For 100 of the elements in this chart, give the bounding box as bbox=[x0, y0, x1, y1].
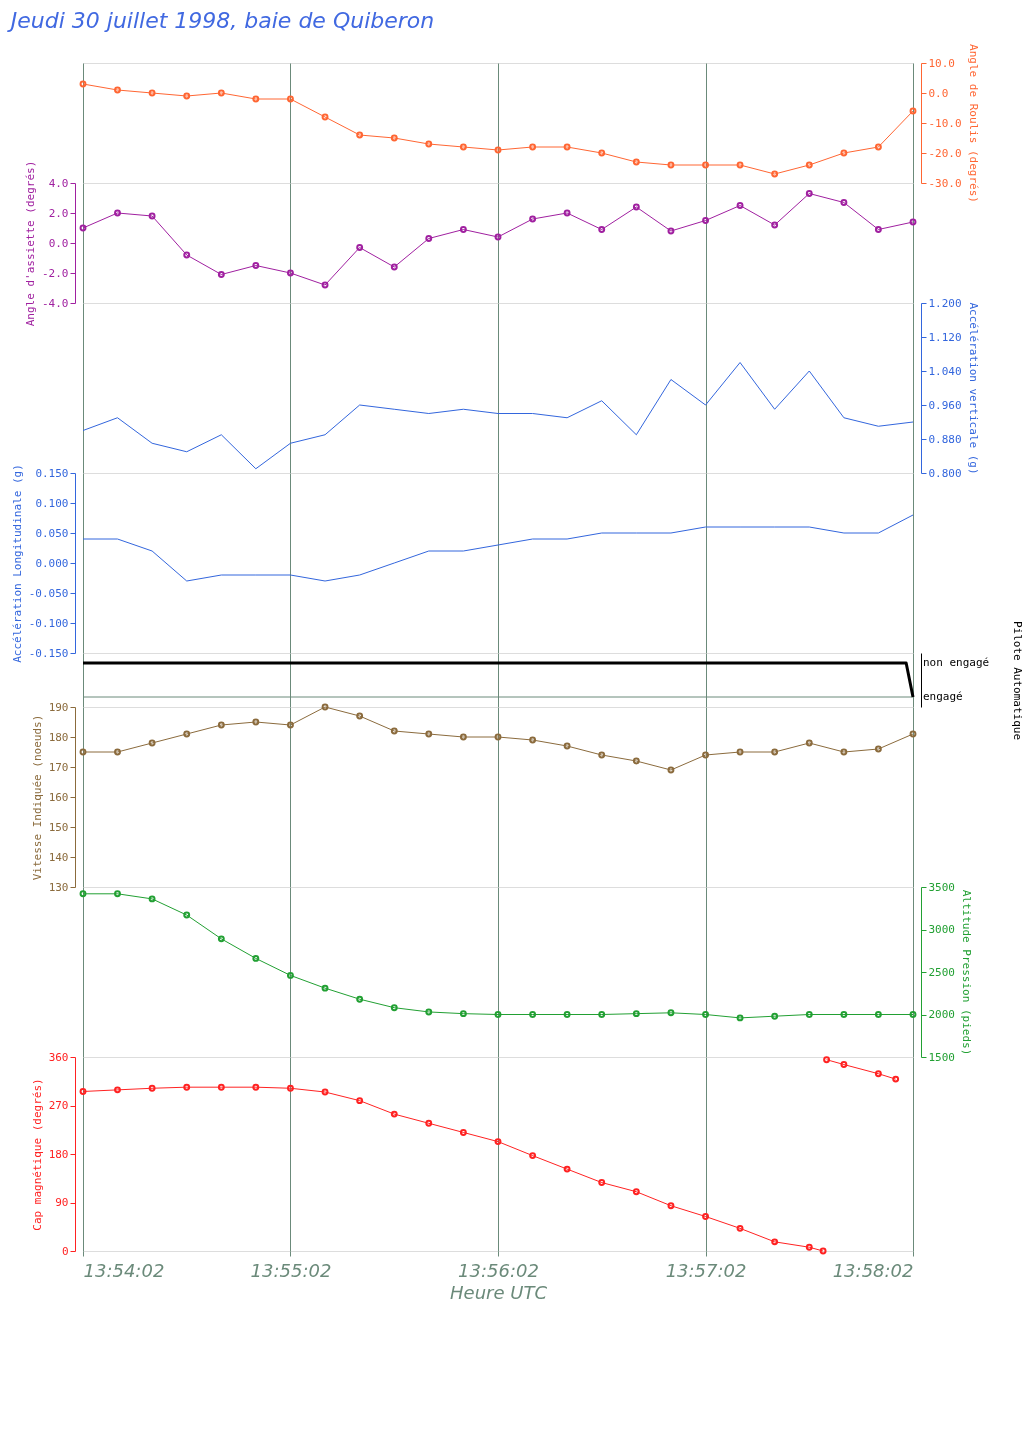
y-tick-label: 0.800 bbox=[928, 466, 962, 480]
y-tick-label: 3000 bbox=[928, 923, 955, 936]
point bbox=[390, 1004, 398, 1012]
y-tick-label: -4.0 bbox=[42, 296, 69, 310]
x-tick-label: 13:55:02 bbox=[250, 1259, 332, 1281]
point bbox=[183, 92, 191, 100]
y-tick-label: 180 bbox=[48, 730, 69, 744]
y-tick-label: 1.120 bbox=[928, 330, 962, 344]
y-tick-label: 0.150 bbox=[35, 466, 69, 480]
point bbox=[805, 1011, 813, 1018]
y-tick-label: 2500 bbox=[928, 965, 955, 979]
point bbox=[840, 1011, 848, 1018]
point bbox=[494, 733, 502, 741]
point bbox=[840, 748, 848, 756]
point bbox=[356, 712, 364, 720]
point bbox=[632, 757, 640, 765]
y-tick-label: 2000 bbox=[928, 1008, 955, 1021]
x-tick-label: 13:57:02 bbox=[665, 1259, 747, 1281]
point bbox=[529, 1011, 537, 1018]
y-tick-label: 1500 bbox=[928, 1050, 955, 1064]
point bbox=[771, 1012, 779, 1020]
point bbox=[874, 745, 882, 753]
y-axis-title: Angle d'assiette (degrés) bbox=[24, 160, 38, 327]
point bbox=[667, 227, 675, 235]
point bbox=[390, 727, 398, 735]
y-tick-label: -0.100 bbox=[28, 616, 69, 630]
point bbox=[667, 161, 675, 169]
x-tick-label: 13:54:02 bbox=[83, 1259, 165, 1281]
y-tick-label: 270 bbox=[48, 1099, 69, 1112]
y-tick-label: 140 bbox=[48, 850, 69, 864]
point bbox=[563, 742, 571, 750]
point bbox=[632, 203, 640, 211]
text: engagé bbox=[923, 690, 963, 703]
point bbox=[459, 1010, 467, 1018]
point bbox=[771, 748, 779, 756]
line-series bbox=[82, 362, 914, 470]
y-tick-label: 130 bbox=[48, 880, 69, 894]
point bbox=[425, 730, 433, 738]
y-tick-label: 150 bbox=[48, 820, 69, 834]
y-tick-label: 1.200 bbox=[928, 296, 962, 310]
point bbox=[114, 890, 121, 898]
point bbox=[874, 1011, 882, 1018]
y-tick-label: -0.150 bbox=[28, 646, 69, 660]
point bbox=[321, 281, 329, 289]
point bbox=[805, 739, 813, 747]
point bbox=[702, 161, 710, 169]
point bbox=[114, 748, 121, 756]
point bbox=[252, 95, 260, 103]
point bbox=[148, 212, 156, 220]
point bbox=[114, 86, 121, 94]
line-series bbox=[82, 514, 914, 582]
point bbox=[217, 89, 225, 97]
y-axis-title: Cap magnétique (degrés) bbox=[30, 1078, 44, 1231]
y-tick-label: -20.0 bbox=[928, 146, 962, 160]
point bbox=[286, 269, 294, 277]
point bbox=[183, 730, 191, 738]
x-axis-title: Heure UTC bbox=[450, 1281, 548, 1303]
point bbox=[632, 1010, 640, 1018]
chart-title: Jeudi 30 juillet 1998, baie de Quiberon bbox=[6, 8, 435, 34]
x-tick-label: 13:56:02 bbox=[458, 1259, 539, 1281]
point bbox=[598, 1011, 606, 1018]
y-tick-label: 0.0 bbox=[48, 236, 69, 250]
point bbox=[667, 1009, 675, 1017]
y-axis-title: Accélération Longitudinale (g) bbox=[10, 464, 24, 663]
y-axis-title: Accélération verticale (g) bbox=[966, 302, 980, 475]
point bbox=[805, 190, 813, 197]
point bbox=[252, 954, 260, 962]
point bbox=[183, 251, 191, 259]
y-tick-label: -2.0 bbox=[42, 266, 69, 280]
point bbox=[459, 143, 467, 151]
point bbox=[183, 911, 191, 919]
point bbox=[736, 1014, 744, 1022]
point bbox=[840, 149, 848, 157]
point bbox=[529, 736, 537, 744]
point bbox=[148, 739, 156, 747]
point bbox=[148, 895, 156, 903]
point bbox=[425, 140, 433, 148]
point bbox=[356, 995, 364, 1003]
y-axis-title: Pilote Automatique bbox=[1010, 620, 1024, 741]
y-tick-label: 190 bbox=[48, 700, 69, 714]
y-tick-label: 2.0 bbox=[48, 206, 69, 220]
point bbox=[632, 158, 640, 166]
point bbox=[598, 226, 606, 233]
point bbox=[321, 984, 329, 992]
point bbox=[252, 262, 260, 269]
point bbox=[494, 146, 502, 154]
point bbox=[286, 721, 294, 729]
point bbox=[736, 748, 744, 756]
point bbox=[563, 209, 571, 217]
point bbox=[874, 226, 882, 233]
point bbox=[494, 233, 502, 241]
point bbox=[459, 733, 467, 741]
y-tick-label: -10.0 bbox=[928, 116, 962, 130]
y-tick-label: 0.960 bbox=[928, 398, 962, 412]
point bbox=[425, 235, 433, 242]
point bbox=[425, 1008, 433, 1016]
point bbox=[217, 935, 225, 943]
y-axis-title: Angle de Roulis (degrés) bbox=[966, 44, 980, 203]
point bbox=[356, 244, 364, 251]
y-tick-label: 90 bbox=[55, 1196, 69, 1209]
